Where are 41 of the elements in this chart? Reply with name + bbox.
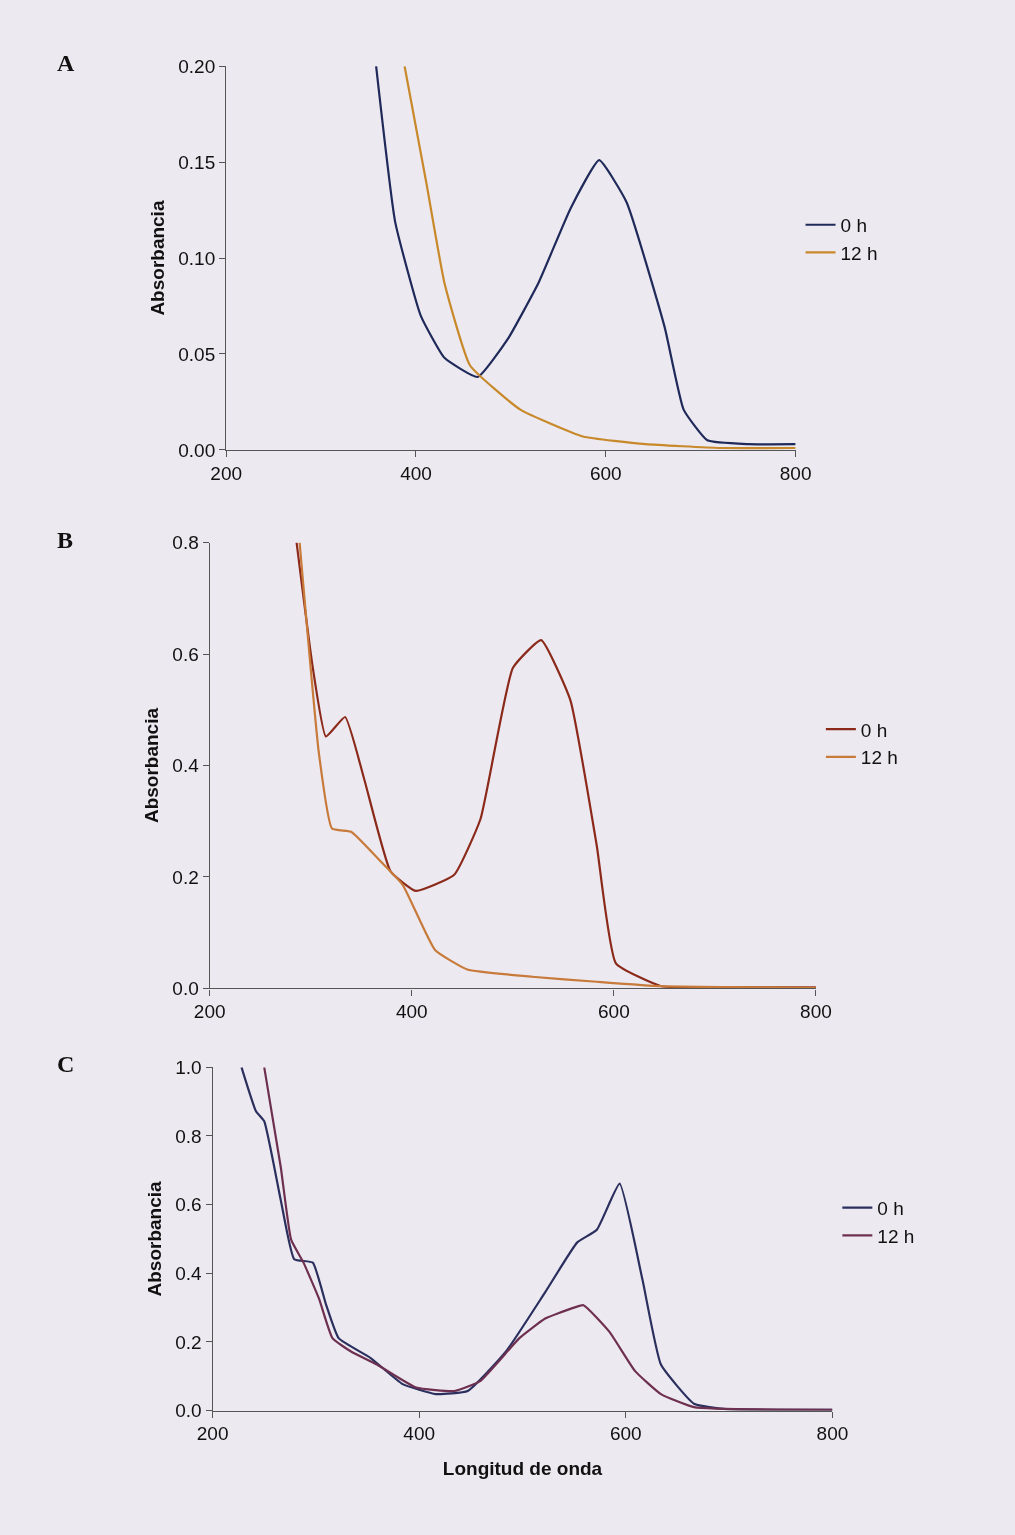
y-tick-label: 0.2 xyxy=(172,866,199,888)
y-axis-title: Absorbancia xyxy=(144,1180,166,1297)
y-tick-label: 0.15 xyxy=(178,151,216,173)
y-tick-label: 0.0 xyxy=(172,978,199,1000)
legend-label: 0 h xyxy=(840,215,867,237)
y-tick-label: 0.8 xyxy=(172,532,199,554)
y-tick-label: 0.4 xyxy=(175,1262,203,1284)
legend-label: 0 h xyxy=(860,719,888,741)
y-axis-title: Absorbancia xyxy=(141,707,163,824)
legend-label: 12 h xyxy=(877,1225,915,1247)
chart-title: A xyxy=(57,50,75,76)
legend-label: 0 h xyxy=(877,1198,904,1220)
y-tick-label: 1.0 xyxy=(175,1056,202,1078)
chart-title: C xyxy=(57,1051,75,1077)
x-tick-label: 200 xyxy=(210,462,243,484)
y-tick-label: 0.2 xyxy=(175,1331,202,1353)
y-tick-label: 0.6 xyxy=(175,1194,202,1216)
y-tick-label: 0.0 xyxy=(175,1400,202,1422)
legend-label: 12 h xyxy=(840,242,878,264)
y-tick-label: 0.10 xyxy=(178,247,216,269)
y-tick-label: 0.4 xyxy=(172,755,200,777)
legend-label: 12 h xyxy=(860,747,898,769)
x-tick-label: 600 xyxy=(598,1001,630,1023)
x-tick-label: 600 xyxy=(589,462,622,484)
x-tick-label: 400 xyxy=(400,462,432,484)
y-tick-label: 0.05 xyxy=(178,343,216,365)
y-axis-title: Absorbancia xyxy=(147,200,169,316)
x-axis-title: Longitud de onda xyxy=(442,1458,603,1480)
x-tick-label: 400 xyxy=(395,1001,428,1023)
y-tick-label: 0.6 xyxy=(172,643,199,665)
x-tick-label: 800 xyxy=(779,462,812,484)
x-tick-label: 800 xyxy=(800,1001,832,1023)
y-tick-label: 0.20 xyxy=(178,55,216,77)
x-tick-label: 200 xyxy=(193,1001,226,1023)
x-tick-label: 600 xyxy=(609,1423,642,1445)
y-tick-label: 0.8 xyxy=(175,1125,202,1147)
chart-title: B xyxy=(57,527,74,553)
x-tick-label: 400 xyxy=(403,1423,436,1445)
x-tick-label: 800 xyxy=(816,1423,849,1445)
x-tick-label: 200 xyxy=(196,1423,229,1445)
y-tick-label: 0.00 xyxy=(178,439,216,461)
